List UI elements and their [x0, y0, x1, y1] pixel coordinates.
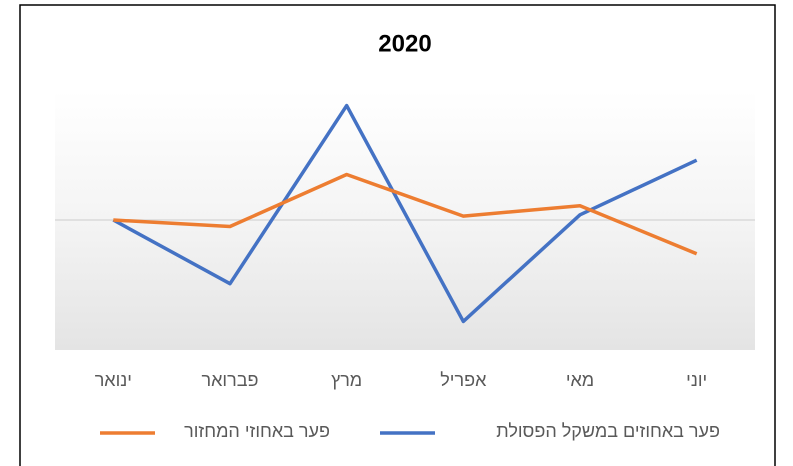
series-line: [112, 103, 698, 324]
x-tick-label: ינואר: [95, 370, 132, 390]
x-tick-label: יוני: [686, 370, 707, 390]
legend-label: פער באחוזי המחזור: [184, 421, 330, 441]
x-tick-label: פברואר: [202, 370, 259, 390]
x-tick-label: מרץ: [331, 370, 362, 390]
chart-title: 2020: [378, 30, 431, 57]
series-line: [113, 172, 698, 256]
x-tick-label: אפריל: [440, 370, 487, 390]
x-tick-label: מאי: [566, 370, 594, 390]
legend-label: פער באחוזים במשקל הפסולת: [496, 421, 720, 441]
